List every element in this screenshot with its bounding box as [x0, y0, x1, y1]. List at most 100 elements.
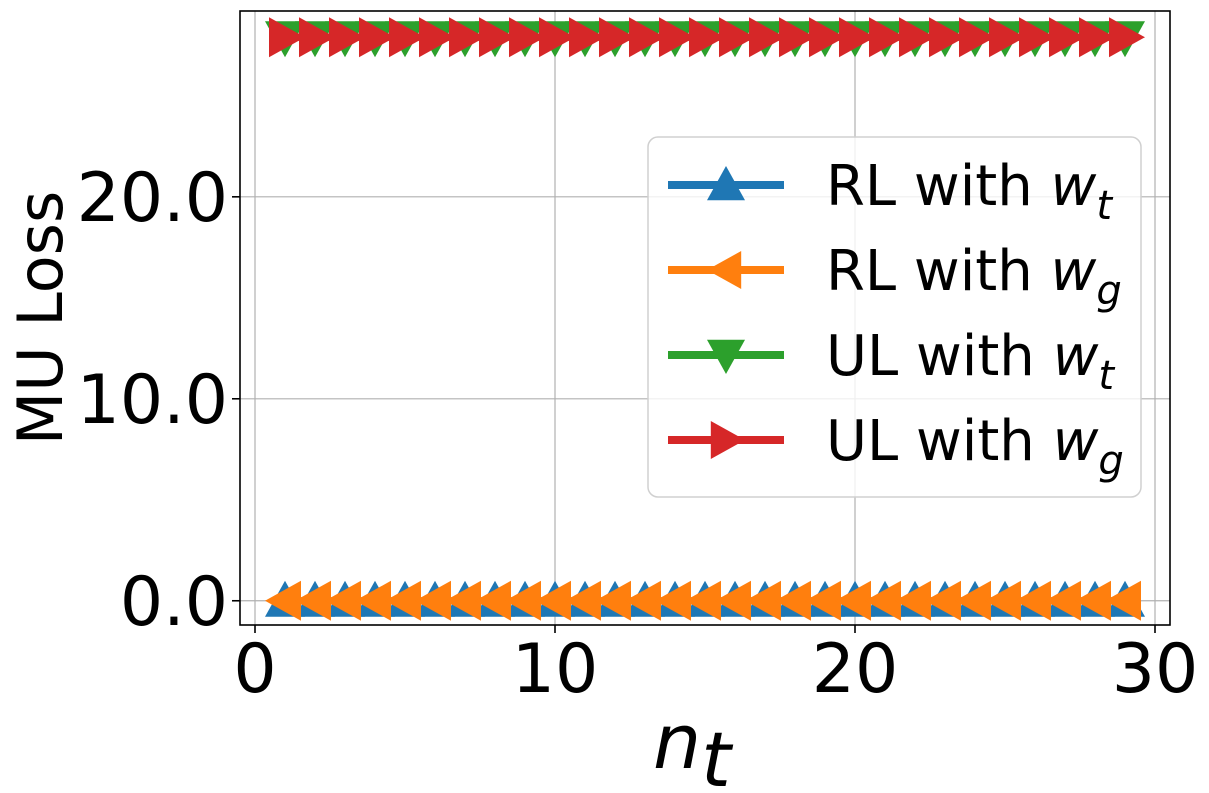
legend-label-base: UL with — [826, 324, 1053, 389]
data-point — [1105, 580, 1141, 621]
data-point — [479, 17, 515, 58]
data-point — [265, 580, 301, 621]
data-point — [745, 580, 781, 621]
data-point — [385, 580, 421, 621]
legend-entry: RL with wg — [668, 239, 1122, 314]
data-point — [535, 580, 571, 621]
data-point — [779, 17, 815, 58]
legend-marker — [707, 166, 745, 201]
data-point — [325, 580, 361, 621]
data-point — [805, 580, 841, 621]
tick-layer: 0 10 20 30 0.0 10.0 20.0 — [77, 159, 1199, 709]
data-point — [895, 580, 931, 621]
data-point — [1049, 17, 1085, 58]
legend-label-var: w — [1053, 409, 1099, 474]
series-3 — [269, 17, 1145, 58]
legend-label-base: RL with — [826, 239, 1051, 304]
data-point — [1045, 580, 1081, 621]
x-tick-label: 20 — [812, 630, 899, 709]
x-tick-label: 10 — [512, 630, 599, 709]
data-point — [1075, 580, 1111, 621]
plot-area-frame — [239, 10, 1171, 626]
data-point — [835, 580, 871, 621]
data-point — [389, 17, 425, 58]
data-point — [1015, 580, 1051, 621]
legend-label-var: w — [1051, 154, 1097, 219]
legend-marker — [707, 339, 745, 374]
data-point — [509, 17, 545, 58]
x-axis-label: nt — [653, 697, 734, 793]
data-point — [929, 17, 965, 58]
data-point — [899, 17, 935, 58]
data-point — [355, 580, 391, 621]
data-point — [985, 580, 1021, 621]
legend-label: RL with wt — [826, 154, 1113, 229]
y-tick-label: 20.0 — [77, 159, 228, 238]
legend-label: RL with wg — [826, 239, 1122, 314]
legend-label-base: RL with — [826, 154, 1051, 219]
data-point — [539, 17, 575, 58]
legend-label-subscript: t — [1098, 353, 1115, 399]
data-point — [475, 580, 511, 621]
data-point — [419, 17, 455, 58]
data-point — [715, 580, 751, 621]
x-tick-label: 30 — [1112, 630, 1199, 709]
x-tick-label: 0 — [233, 630, 276, 709]
data-point — [749, 17, 785, 58]
data-point — [449, 17, 485, 58]
data-point — [565, 580, 601, 621]
legend-entry: UL with wg — [668, 409, 1124, 484]
legend-label-var: w — [1051, 239, 1097, 304]
data-point — [689, 17, 725, 58]
data-point — [925, 580, 961, 621]
legend-label-base: UL with — [826, 409, 1053, 474]
data-point — [415, 580, 451, 621]
legend-entry: RL with wt — [668, 154, 1113, 229]
data-point — [329, 17, 365, 58]
data-point — [1019, 17, 1055, 58]
y-tick-label: 10.0 — [77, 361, 228, 440]
series-layer — [265, 17, 1145, 621]
data-point — [295, 580, 331, 621]
data-point — [445, 580, 481, 621]
data-point — [719, 17, 755, 58]
data-point — [359, 17, 395, 58]
series-1 — [265, 580, 1141, 621]
legend-label-subscript: g — [1096, 268, 1121, 314]
legend-label-subscript: g — [1098, 438, 1123, 484]
data-point — [655, 580, 691, 621]
data-point — [299, 17, 335, 58]
legend-box — [647, 136, 1142, 498]
legend-label: UL with wt — [826, 324, 1115, 399]
data-point — [569, 17, 605, 58]
data-point — [599, 17, 635, 58]
data-point — [595, 580, 631, 621]
data-point — [629, 17, 665, 58]
legend-label-var: w — [1053, 324, 1099, 389]
legend-label: UL with wg — [826, 409, 1124, 484]
legend-label-subscript: t — [1096, 183, 1113, 229]
y-tick-label: 0.0 — [120, 563, 228, 642]
data-point — [1109, 17, 1145, 58]
data-point — [505, 580, 541, 621]
data-point — [865, 580, 901, 621]
y-axis-label: MU Loss — [4, 191, 77, 446]
legend-marker — [707, 251, 742, 289]
data-point — [1079, 17, 1115, 58]
data-point — [809, 17, 845, 58]
data-point — [869, 17, 905, 58]
data-point — [625, 580, 661, 621]
x-axis-label-base: n — [653, 697, 701, 786]
legend-entry: UL with wt — [668, 324, 1115, 399]
x-axis-label-subscript: t — [701, 715, 734, 793]
legend-marker — [710, 421, 745, 459]
data-point — [775, 580, 811, 621]
data-point — [959, 17, 995, 58]
data-point — [685, 580, 721, 621]
data-point — [839, 17, 875, 58]
data-point — [659, 17, 695, 58]
data-point — [989, 17, 1025, 58]
